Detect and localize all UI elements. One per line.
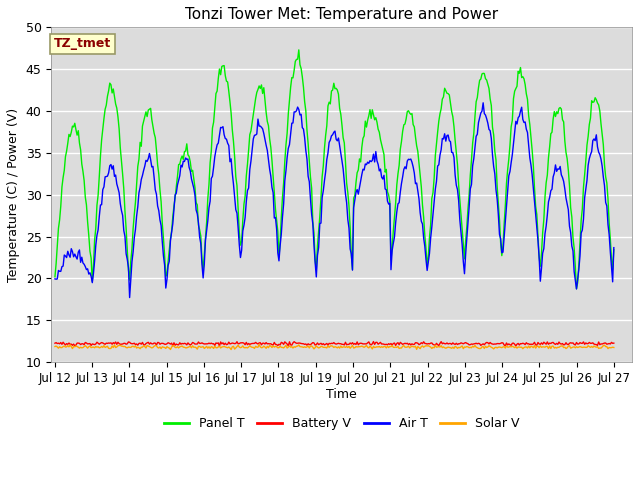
Battery V [216,343,223,349]
Line: Battery V: Battery V [55,342,614,346]
Battery V [288,342,296,348]
Battery V [370,339,378,345]
Air T [561,186,569,192]
Solar V [289,345,297,351]
Solar V [227,347,235,352]
Air T [365,160,372,166]
Panel T [295,47,303,53]
Battery V [365,339,372,345]
Battery V [464,341,472,347]
Solar V [464,344,472,350]
Air T [51,276,59,282]
Title: Tonzi Tower Met: Temperature and Power: Tonzi Tower Met: Temperature and Power [185,7,499,22]
Panel T [287,84,294,90]
Line: Panel T: Panel T [55,50,614,289]
Panel T [560,119,568,125]
Air T [226,159,234,165]
Panel T [610,247,618,252]
Air T [288,120,296,126]
Solar V [255,342,263,348]
Air T [392,220,399,226]
Solar V [393,345,401,350]
Battery V [51,340,59,346]
Panel T [51,274,59,280]
Battery V [610,340,618,346]
Air T [463,236,470,241]
Battery V [393,340,401,346]
Panel T [392,200,399,206]
Air T [610,245,618,251]
Battery V [561,342,569,348]
Solar V [610,345,618,350]
Y-axis label: Temperature (C) / Power (V): Temperature (C) / Power (V) [7,108,20,282]
Solar V [366,343,374,349]
Text: TZ_tmet: TZ_tmet [54,37,111,50]
Solar V [561,344,569,350]
Line: Solar V: Solar V [55,345,614,349]
Legend: Panel T, Battery V, Air T, Solar V: Panel T, Battery V, Air T, Solar V [159,412,525,435]
Battery V [226,341,234,347]
Solar V [225,344,232,350]
X-axis label: Time: Time [326,388,357,401]
Line: Air T: Air T [55,103,614,298]
Panel T [365,113,372,119]
Panel T [463,224,470,229]
Solar V [51,344,59,349]
Air T [126,295,134,300]
Air T [479,100,487,106]
Panel T [225,88,232,94]
Panel T [573,286,580,292]
